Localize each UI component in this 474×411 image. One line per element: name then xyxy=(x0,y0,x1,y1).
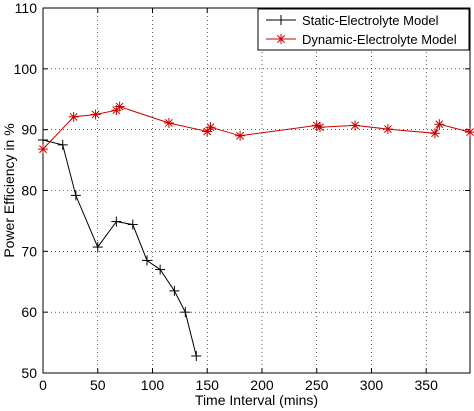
legend-box xyxy=(257,8,470,51)
legend-label-1: Static-Electrolyte Model xyxy=(302,13,439,28)
y-tick-label: 80 xyxy=(21,183,37,199)
series-2-point xyxy=(465,127,474,138)
grid xyxy=(42,7,470,374)
legend: Static-Electrolyte Model Dynamic-Electrol… xyxy=(257,8,470,51)
series-2-point xyxy=(315,122,326,133)
y-tick-label: 70 xyxy=(21,243,37,259)
series-2-point xyxy=(163,117,174,128)
x-axis-label: Time Interval (mins) xyxy=(195,392,318,408)
series-line-2 xyxy=(42,106,471,150)
series-2-point xyxy=(382,124,393,135)
series-2-point xyxy=(429,128,440,139)
series-1-point xyxy=(155,264,166,275)
x-tick-label: 350 xyxy=(415,377,439,393)
series-2-point xyxy=(235,130,246,141)
legend-marker-1 xyxy=(276,15,286,25)
series-1-point xyxy=(38,135,48,146)
series-2-point xyxy=(205,122,216,133)
series-2-point xyxy=(90,109,101,120)
x-tick-label: 300 xyxy=(360,377,384,393)
series-2-point xyxy=(38,144,48,155)
series-1-point xyxy=(92,242,103,253)
series-2-point xyxy=(434,119,445,130)
y-tick-label: 110 xyxy=(15,0,38,16)
y-axis-label: Power Efficiency in % xyxy=(1,123,17,257)
series-1-point xyxy=(169,285,180,296)
y-tick-label: 100 xyxy=(14,61,38,77)
x-tick-label: 200 xyxy=(250,377,274,393)
x-tick-label: 50 xyxy=(90,377,106,393)
series-1-point xyxy=(180,307,191,318)
series xyxy=(38,101,474,361)
x-tick-label: 150 xyxy=(196,377,220,393)
legend-marker-2 xyxy=(276,34,286,44)
y-tick-label: 60 xyxy=(21,304,37,320)
series-1-point xyxy=(127,219,138,230)
y-tick-label: 50 xyxy=(21,365,37,381)
series-1-point xyxy=(191,350,202,361)
series-1-point xyxy=(57,139,68,150)
series-2-point xyxy=(68,111,79,122)
x-tick-label: 100 xyxy=(141,377,165,393)
series-1-point xyxy=(111,216,122,227)
y-tick-label: 90 xyxy=(21,122,37,138)
series-1-point xyxy=(70,190,81,201)
series-2-point xyxy=(350,120,361,131)
x-tick-label: 250 xyxy=(305,377,329,393)
series-1-point xyxy=(142,255,153,266)
x-tick-label: 0 xyxy=(39,377,47,393)
series-2-point xyxy=(114,101,125,112)
legend-label-2: Dynamic-Electrolyte Model xyxy=(302,32,457,47)
